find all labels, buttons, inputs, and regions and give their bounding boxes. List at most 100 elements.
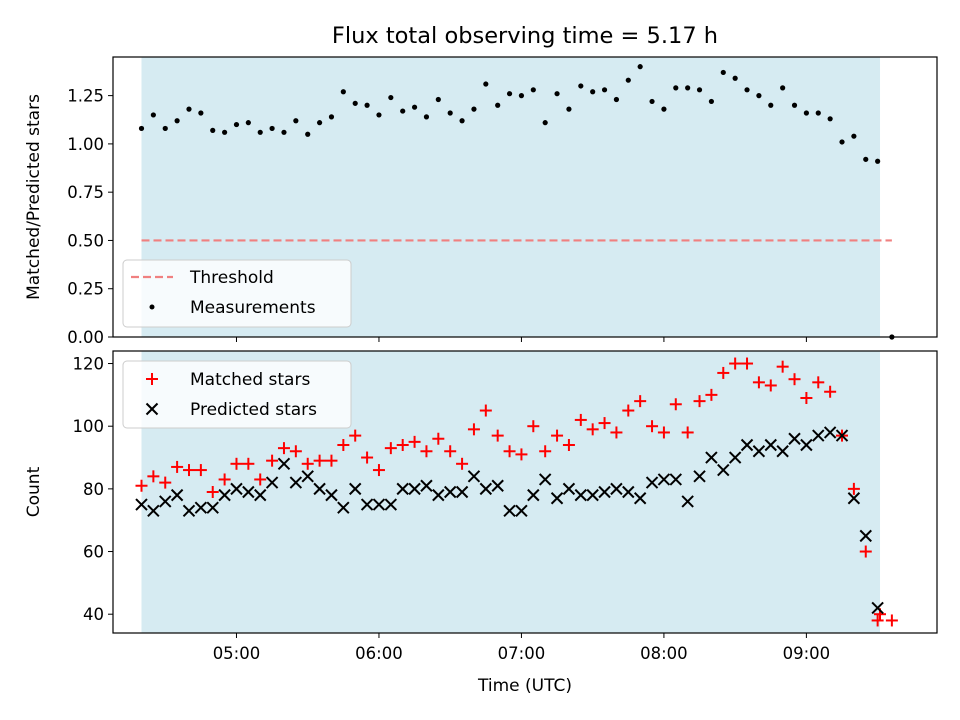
matched-star-point	[194, 464, 207, 477]
measurement-point	[601, 87, 608, 93]
measurement-point	[400, 108, 406, 114]
predicted-star-point	[289, 476, 303, 489]
measurement-point	[685, 85, 691, 91]
predicted-star-point	[265, 476, 279, 489]
matched-star-point	[705, 388, 718, 401]
matched-star-point	[871, 614, 884, 627]
measurement-point	[827, 116, 833, 122]
measurement-point	[661, 106, 667, 112]
y-tick-label: 0.25	[67, 280, 104, 299]
matched-star-point	[396, 439, 409, 451]
measurement-point	[471, 106, 477, 112]
measurement-point	[637, 64, 643, 70]
matched-star-point	[729, 357, 742, 370]
top-panel: 0.00 0.25 0.50 0.75 1.00 1.25 Matched/Predict…	[24, 56, 938, 347]
top-legend-box	[122, 259, 352, 328]
predicted-star-point	[598, 485, 611, 499]
bottom-panel: 40 60 80 100 120 05:00 06:00 07:00 08:00 09:00 C…	[24, 350, 938, 696]
legend-predicted-label: Predicted stars	[190, 400, 317, 420]
predicted-star-point	[669, 473, 682, 486]
y-tick-label: 100	[73, 417, 105, 436]
legend-matched-swatch	[146, 373, 158, 385]
predicted-star-point	[788, 432, 801, 445]
predicted-star-point	[337, 501, 350, 514]
matched-star-point	[420, 445, 433, 458]
predicted-star-point	[657, 473, 671, 486]
measurement-point	[839, 139, 845, 145]
measurement-point	[780, 85, 786, 91]
matched-star-point	[717, 366, 730, 379]
measurement-point	[590, 89, 596, 95]
matched-star-point	[657, 426, 670, 439]
matched-star-point	[182, 464, 195, 477]
legend-threshold-label: Threshold	[189, 268, 274, 288]
predicted-star-point	[871, 601, 884, 615]
measurement-point	[756, 93, 762, 99]
legend-measurements-swatch	[149, 304, 155, 310]
measurement-point	[340, 89, 346, 95]
matched-star-point	[230, 457, 243, 470]
matched-star-point	[479, 404, 492, 417]
legend-x-marker	[145, 402, 159, 416]
predicted-star-point	[194, 501, 208, 514]
top-y-axis-label: Matched/Predicted stars	[24, 94, 44, 300]
x-tick-label: 09:00	[783, 644, 831, 663]
measurements-series	[138, 64, 895, 340]
predicted-stars-series	[135, 426, 884, 615]
measurement-point	[649, 98, 655, 105]
measurement-point	[542, 120, 548, 126]
y-tick-label: 80	[83, 480, 104, 499]
x-tick-label: 06:00	[355, 644, 403, 663]
matched-star-point	[218, 473, 231, 486]
chart-title: Flux total observing time = 5.17 h	[332, 23, 718, 49]
matched-star-point	[372, 464, 385, 477]
predicted-star-point	[455, 485, 469, 499]
predicted-star-point	[206, 501, 219, 514]
measurement-point	[186, 106, 192, 112]
measurement-point	[851, 133, 857, 139]
predicted-star-point	[313, 482, 326, 496]
measurement-point	[673, 85, 679, 91]
measurement-point	[613, 96, 620, 103]
measurement-point	[708, 98, 715, 105]
matched-star-point	[444, 445, 457, 458]
y-tick-label: 0.00	[67, 328, 104, 347]
predicted-star-point	[740, 438, 754, 452]
measurement-point	[791, 102, 798, 108]
predicted-star-point	[538, 473, 552, 486]
predicted-star-point	[633, 492, 647, 505]
legend-predicted-swatch	[145, 402, 159, 416]
y-tick-label: 60	[83, 543, 104, 562]
matched-star-point	[586, 423, 599, 436]
predicted-star-point	[230, 482, 243, 496]
measurement-point	[233, 121, 240, 128]
predicted-star-point	[728, 451, 742, 464]
measurement-point	[625, 77, 631, 83]
measurement-point	[245, 120, 251, 126]
predicted-star-point	[645, 476, 659, 489]
x-tick-label: 07:00	[498, 644, 546, 663]
matched-star-point	[277, 442, 290, 455]
matched-star-point	[266, 454, 279, 467]
predicted-star-point	[384, 498, 398, 511]
matched-star-point	[313, 454, 326, 467]
predicted-star-point	[408, 482, 421, 496]
matched-star-point	[289, 445, 302, 458]
measurement-point	[222, 129, 228, 135]
measurement-point	[388, 94, 394, 101]
predicted-star-point	[218, 488, 231, 502]
matched-star-point	[669, 398, 682, 411]
measurement-point	[483, 81, 489, 87]
predicted-star-point	[800, 438, 813, 452]
predicted-star-point	[705, 451, 718, 464]
measurement-point	[138, 125, 145, 132]
predicted-star-point	[550, 492, 564, 505]
predicted-star-point	[254, 488, 267, 502]
measurement-point	[328, 114, 335, 120]
measurement-point	[293, 118, 299, 124]
matched-star-point	[467, 423, 480, 436]
matched-star-point	[432, 432, 445, 445]
predicted-star-point	[823, 426, 837, 439]
predicted-star-point	[776, 445, 789, 458]
measurement-point	[162, 125, 168, 132]
